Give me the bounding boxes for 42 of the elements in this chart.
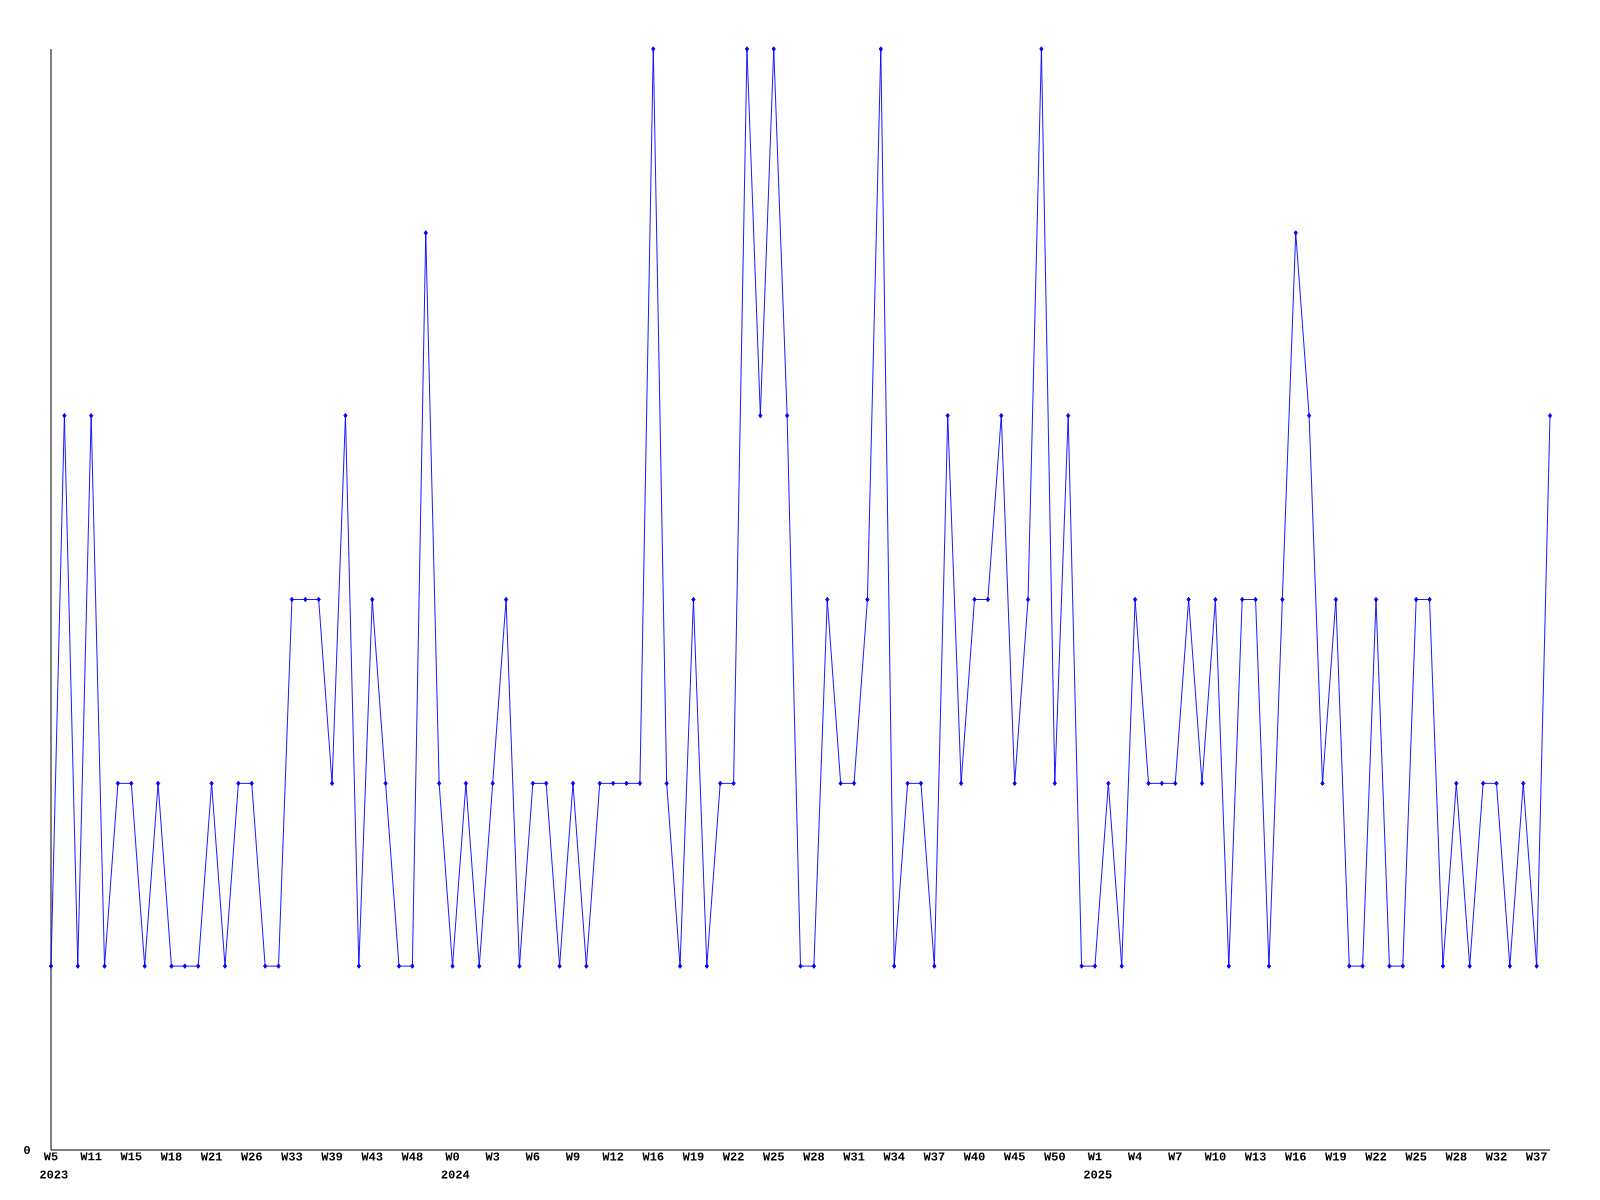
x-tick-label: W10: [1204, 1152, 1226, 1161]
x-tick-label: W32: [1485, 1152, 1507, 1161]
x-tick-label: W4: [1127, 1152, 1142, 1161]
x-tick-label: W28: [1445, 1152, 1467, 1161]
x-tick-label: W39: [321, 1152, 343, 1161]
x-tick-label: W31: [843, 1152, 865, 1161]
x-tick-label: W6: [525, 1152, 540, 1161]
text: 2023: [40, 1170, 68, 1179]
x-tick-label: W13: [1244, 1152, 1266, 1161]
x-tick-label: W40: [963, 1152, 985, 1161]
x-tick-label: W19: [1325, 1152, 1346, 1161]
x-tick-label: W18: [160, 1152, 182, 1161]
x-tick-label: W1: [1087, 1152, 1102, 1161]
x-tick-label: W50: [1044, 1152, 1065, 1161]
x-tick-label: W12: [602, 1152, 624, 1161]
x-tick-label: W9: [565, 1152, 580, 1161]
x-tick-label: W5: [43, 1152, 58, 1161]
x-tick-label: W15: [120, 1152, 142, 1161]
x-tick-label: W0: [445, 1152, 460, 1161]
text: 2025: [1084, 1170, 1112, 1179]
x-tick-label: W28: [803, 1152, 825, 1161]
x-tick-label: W26: [240, 1152, 262, 1161]
text: 0: [24, 1145, 30, 1155]
x-tick-label: W25: [1405, 1152, 1427, 1161]
x-tick-label: W25: [762, 1152, 784, 1161]
x-tick-label: W19: [682, 1152, 704, 1161]
x-tick-label: W45: [1003, 1152, 1025, 1161]
x-tick-label: W37: [1525, 1152, 1547, 1161]
x-tick-label: W3: [485, 1152, 500, 1161]
x-tick-label: W7: [1168, 1152, 1182, 1161]
x-tick-label: W37: [923, 1152, 945, 1161]
x-tick-label: W22: [1365, 1152, 1387, 1161]
x-tick-label: W43: [361, 1152, 383, 1161]
x-tick-label: W16: [1284, 1152, 1306, 1161]
x-tick-label: W34: [883, 1152, 905, 1161]
x-tick-label: W33: [281, 1152, 303, 1161]
x-tick-label: W48: [401, 1152, 423, 1161]
x-tick-label: W21: [200, 1152, 222, 1161]
x-tick-label: W16: [642, 1152, 664, 1161]
x-tick-label: W22: [722, 1152, 744, 1161]
text: 2024: [441, 1170, 470, 1179]
x-tick-label: W11: [80, 1152, 102, 1161]
